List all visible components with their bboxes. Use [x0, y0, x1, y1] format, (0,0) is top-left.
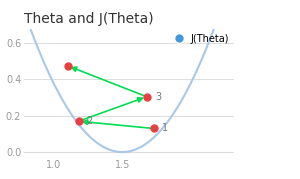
Legend: J(Theta): J(Theta) — [169, 33, 229, 43]
Text: Theta and J(Theta): Theta and J(Theta) — [24, 12, 154, 26]
Text: 2: 2 — [87, 116, 93, 126]
Text: 1: 1 — [162, 124, 168, 134]
Text: 3: 3 — [155, 92, 161, 102]
